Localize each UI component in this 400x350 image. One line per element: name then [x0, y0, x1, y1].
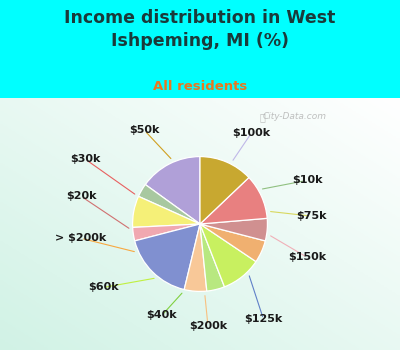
Text: > $200k: > $200k — [55, 233, 107, 243]
Text: $10k: $10k — [292, 175, 322, 186]
Text: $150k: $150k — [288, 252, 326, 262]
Text: $100k: $100k — [232, 128, 271, 138]
Text: $60k: $60k — [88, 282, 118, 293]
Text: $40k: $40k — [147, 310, 177, 320]
Text: $200k: $200k — [189, 321, 227, 330]
Text: $20k: $20k — [66, 191, 96, 201]
Wedge shape — [200, 224, 265, 261]
Wedge shape — [135, 224, 200, 289]
Text: All residents: All residents — [153, 80, 247, 93]
Text: $125k: $125k — [244, 314, 282, 324]
Wedge shape — [138, 184, 200, 224]
Wedge shape — [200, 156, 249, 224]
Wedge shape — [200, 224, 224, 291]
Text: $75k: $75k — [296, 211, 326, 221]
Wedge shape — [133, 224, 200, 241]
Text: Income distribution in West
Ishpeming, MI (%): Income distribution in West Ishpeming, M… — [64, 9, 336, 49]
Text: $30k: $30k — [70, 154, 100, 164]
Wedge shape — [200, 224, 256, 287]
Text: City-Data.com: City-Data.com — [263, 112, 327, 121]
Text: ⓘ: ⓘ — [259, 112, 265, 122]
Wedge shape — [184, 224, 207, 292]
Wedge shape — [200, 177, 267, 224]
Text: $50k: $50k — [129, 125, 160, 135]
Wedge shape — [132, 196, 200, 228]
Wedge shape — [145, 156, 200, 224]
Wedge shape — [200, 218, 268, 241]
